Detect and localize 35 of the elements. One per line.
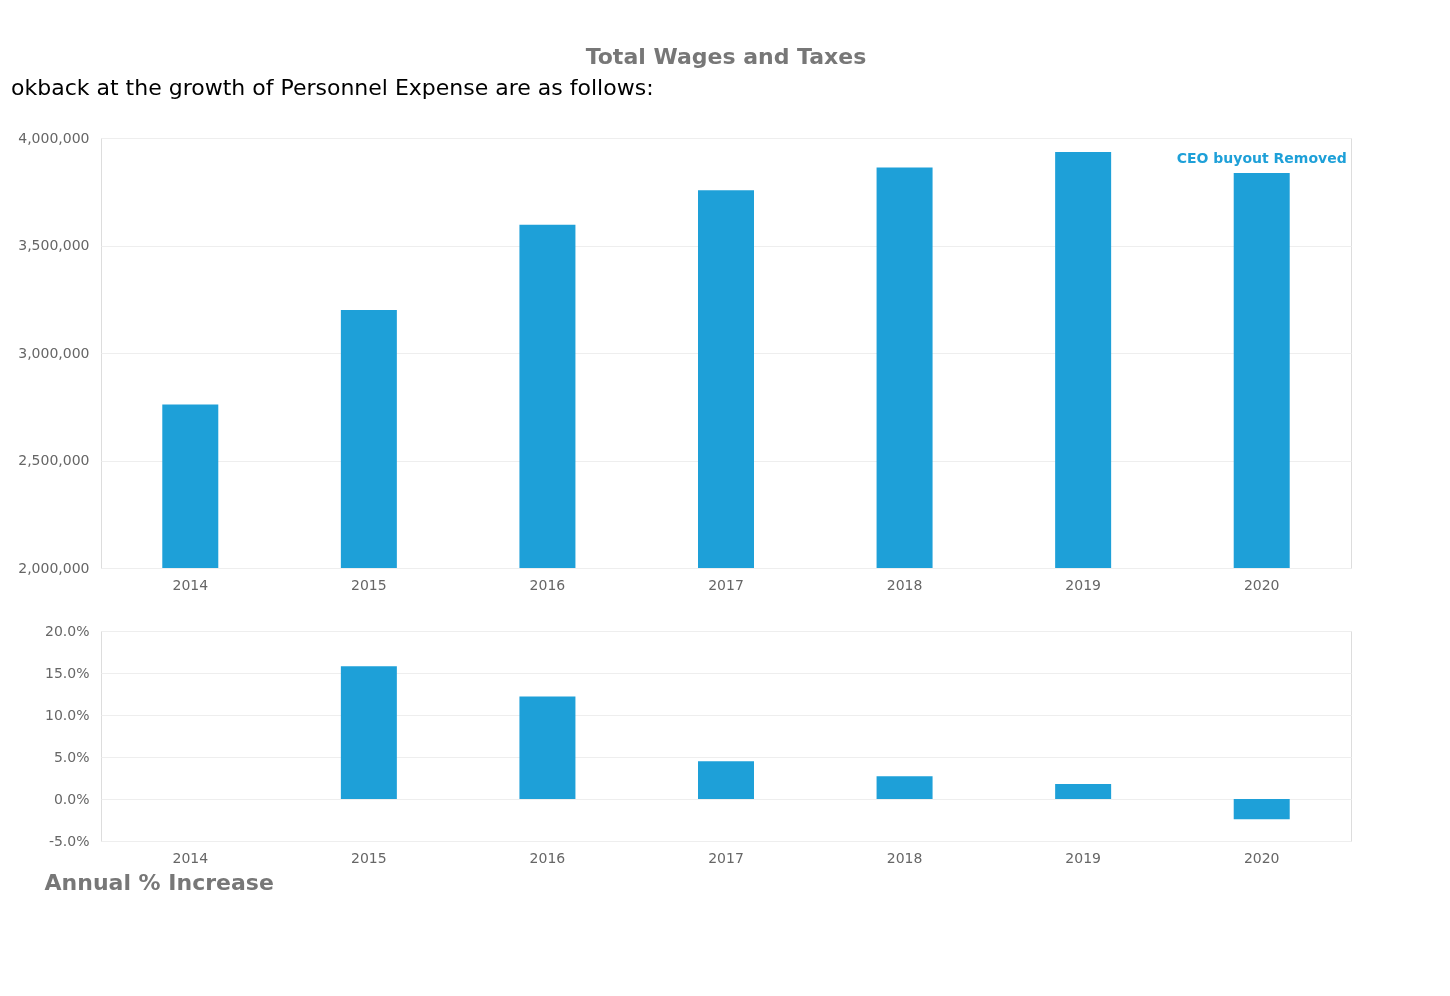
x-tick-label: 2020 <box>1243 576 1280 593</box>
x-tick-label: 2019 <box>1065 576 1101 593</box>
x-tick-label: 2016 <box>529 576 566 593</box>
annotation: CEO buyout Removed <box>1176 150 1347 167</box>
y-tick-label: -5.0% <box>48 832 90 849</box>
chart-title: Total Wages and Taxes <box>585 44 867 69</box>
x-tick-label: 2017 <box>708 576 744 593</box>
y-tick-label: 10.0% <box>45 706 90 723</box>
x-tick-label: 2018 <box>886 576 923 593</box>
x-tick-label: 2015 <box>351 849 387 866</box>
x-tick-label: 2017 <box>708 849 744 866</box>
x-tick-label: 2014 <box>172 576 209 593</box>
bar <box>876 776 933 799</box>
bar <box>519 696 576 799</box>
y-tick-label: 2,500,000 <box>18 452 90 468</box>
y-tick-label: 5.0% <box>53 748 90 765</box>
x-tick-label: 2015 <box>351 576 387 593</box>
y-tick-label: 3,000,000 <box>18 344 90 361</box>
y-tick-label: 2,000,000 <box>18 559 90 576</box>
y-tick-label: 15.0% <box>45 664 90 681</box>
x-tick-label: 2014 <box>172 849 209 866</box>
x-tick-label: 2018 <box>886 849 923 866</box>
x-tick-label: 2019 <box>1065 849 1101 866</box>
bar <box>1233 799 1290 820</box>
y-tick-label: 4,000,000 <box>18 129 90 146</box>
bar <box>340 666 397 799</box>
text: okback at the growth of Personnel Expense are as follows: <box>11 75 654 100</box>
y-tick-label: 0.0% <box>53 790 90 807</box>
bar <box>1055 783 1112 799</box>
bar <box>698 761 754 799</box>
text: Annual % Increase <box>44 870 274 895</box>
y-tick-label: 3,500,000 <box>18 237 90 253</box>
x-tick-label: 2020 <box>1243 849 1280 866</box>
y-tick-label: 20.0% <box>45 622 90 639</box>
x-tick-label: 2016 <box>529 849 566 866</box>
